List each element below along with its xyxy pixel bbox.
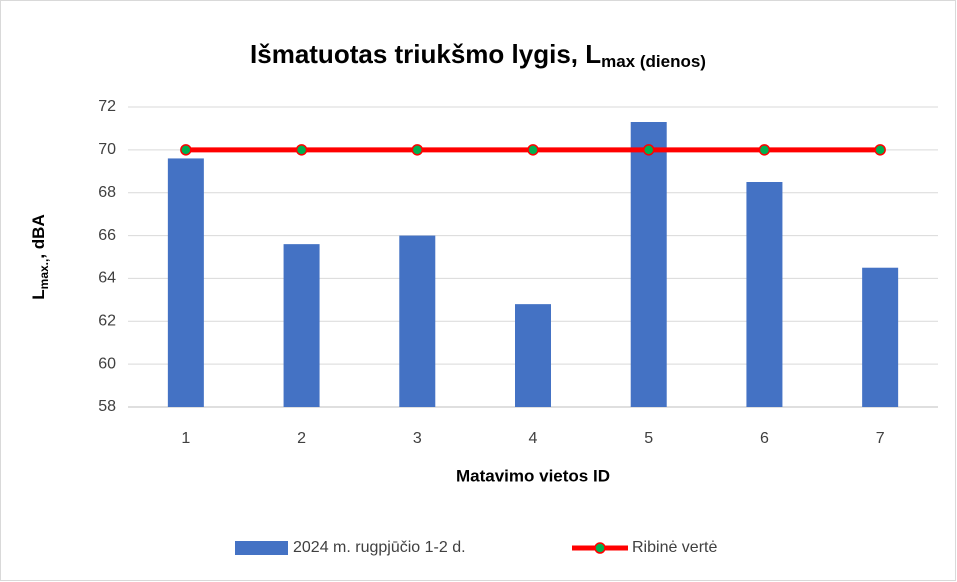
legend-label: 2024 m. rugpjūčio 1-2 d.: [293, 539, 466, 556]
bar: [746, 182, 783, 407]
y-tick-label: 66: [98, 227, 116, 244]
x-tick-label: 2: [297, 430, 306, 447]
chart-title: Išmatuotas triukšmo lygis, Lmax (dienos): [250, 39, 706, 72]
bar: [862, 267, 899, 407]
bar: [630, 122, 667, 407]
bar: [283, 244, 320, 407]
y-tick-label: 70: [98, 141, 116, 158]
line-marker: [295, 144, 308, 156]
x-tick-label: 7: [876, 430, 885, 447]
bar: [515, 304, 551, 407]
y-tick-label: 60: [98, 355, 116, 372]
x-tick-label: 1: [181, 430, 190, 447]
line-marker: [411, 144, 424, 156]
y-label-main: L: [29, 289, 48, 299]
line-marker: [874, 144, 886, 156]
x-axis-title: Matavimo vietos ID: [456, 466, 610, 485]
line-marker: [758, 144, 771, 156]
y-tick-label: 62: [98, 313, 116, 330]
legend-label: Ribinė vertė: [632, 539, 717, 556]
bar: [167, 158, 204, 407]
x-tick-label: 6: [760, 430, 769, 447]
legend-swatch: [235, 541, 288, 555]
line-marker: [180, 144, 192, 156]
y-label-subscript: max.,: [37, 259, 51, 290]
y-tick-label: 58: [98, 398, 116, 415]
y-tick-label: 72: [98, 98, 116, 115]
bar: [399, 235, 436, 407]
legend-marker: [594, 542, 606, 554]
x-tick-label: 4: [529, 430, 538, 447]
y-axis-title: Lmax.,, dBA: [29, 214, 51, 299]
y-tick-label: 64: [98, 270, 116, 287]
title-subscript: max (dienos): [601, 52, 706, 71]
y-label-rest: , dBA: [29, 214, 48, 258]
x-tick-label: 5: [644, 430, 653, 447]
title-main: Išmatuotas triukšmo lygis, L: [250, 39, 601, 69]
line-marker: [642, 144, 655, 156]
x-tick-label: 3: [413, 430, 422, 447]
y-tick-label: 68: [98, 184, 116, 201]
line-marker: [527, 144, 539, 156]
